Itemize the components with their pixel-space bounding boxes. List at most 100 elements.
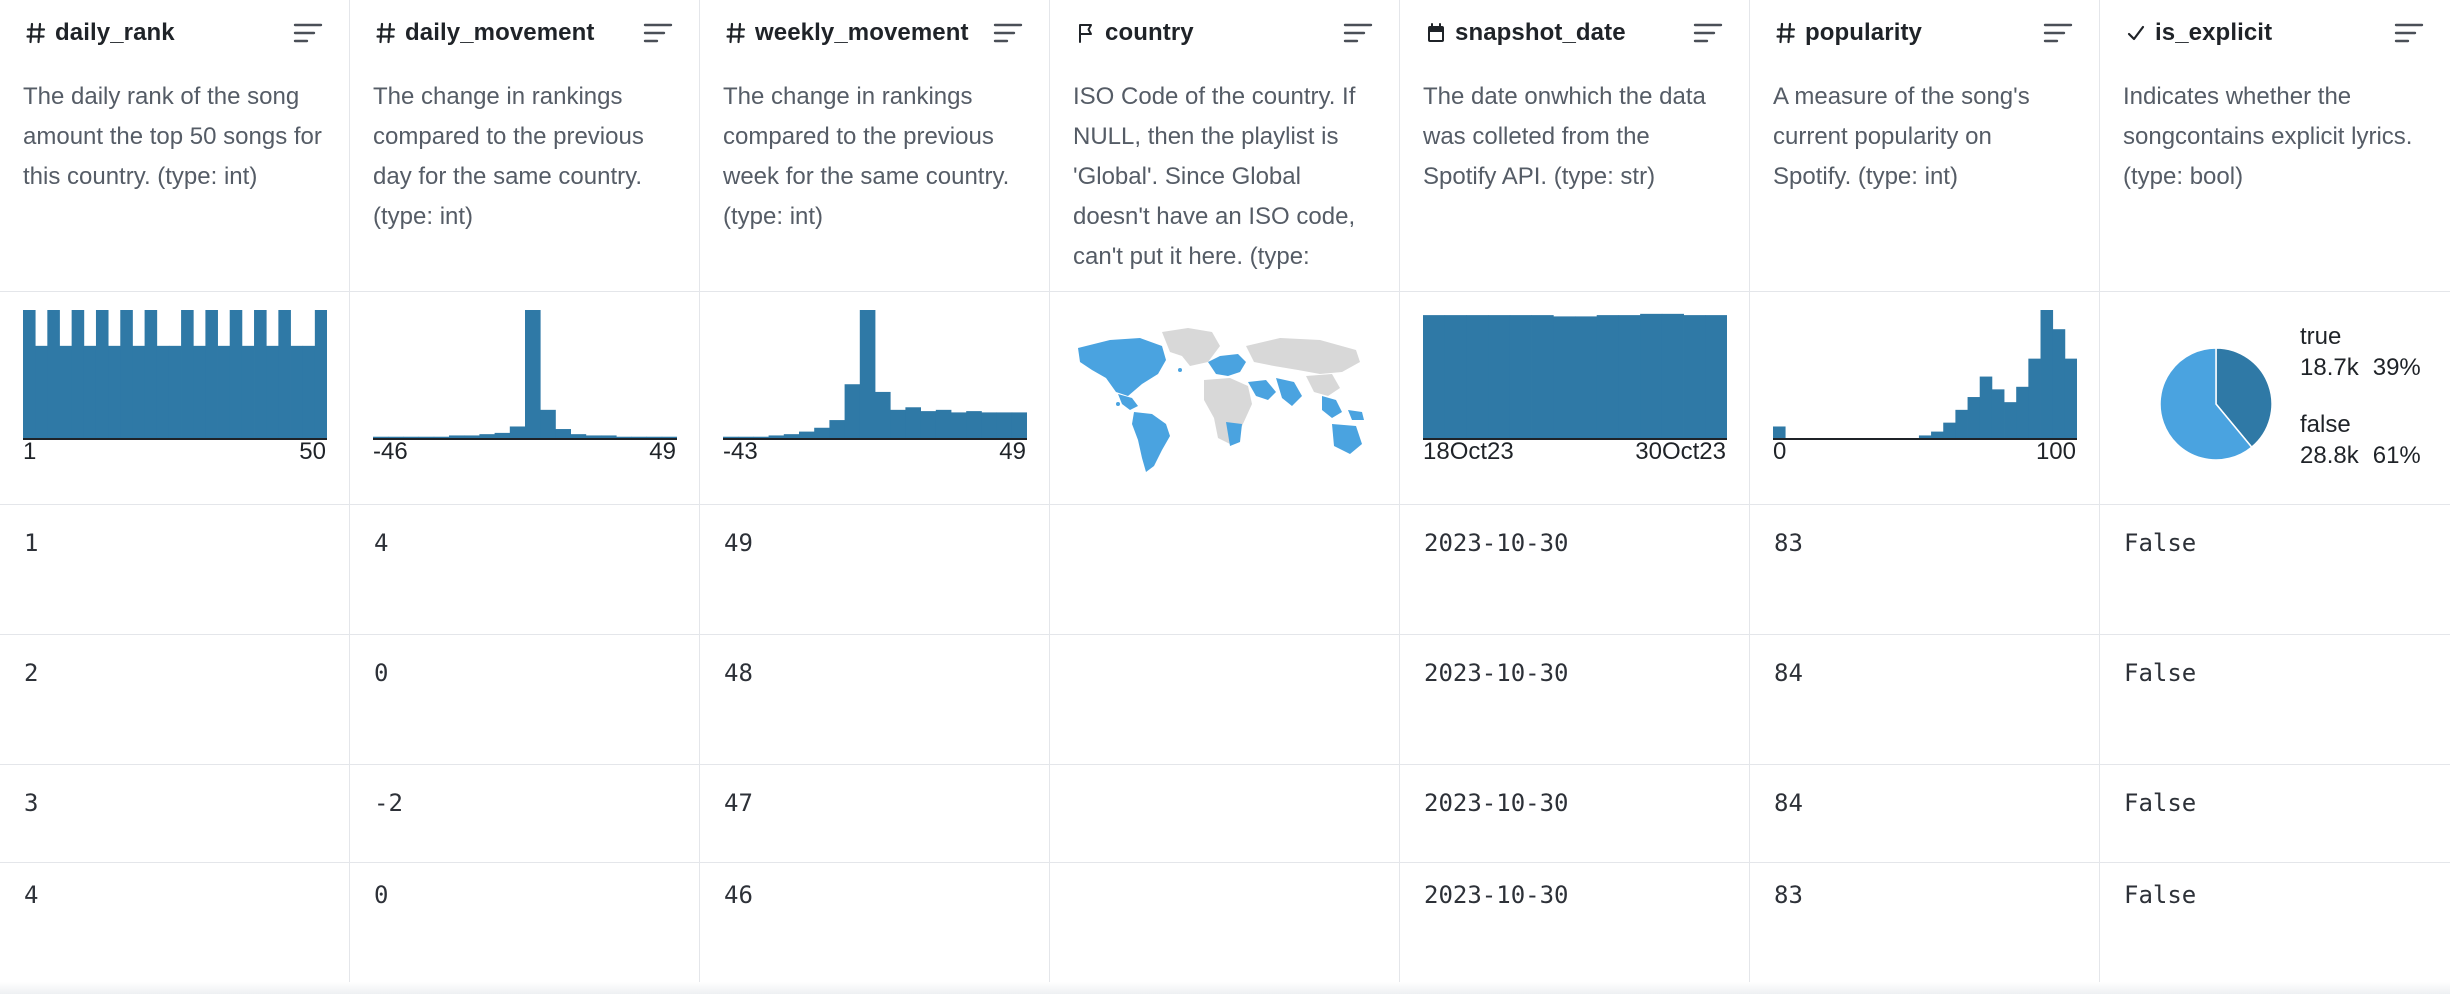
column-header[interactable]: popularity (1750, 0, 2099, 66)
histogram-bar (1596, 315, 1619, 438)
table-cell[interactable]: 3 (0, 765, 349, 863)
histogram-bar (302, 345, 316, 438)
column-header[interactable]: snapshot_date (1400, 0, 1749, 66)
column-header[interactable]: weekly_movement (700, 0, 1049, 66)
histogram-bar (1444, 315, 1467, 438)
hash-icon (1773, 20, 1799, 46)
table-cell[interactable]: 2 (0, 635, 349, 765)
cell-value: 4 (374, 529, 389, 557)
table-cell[interactable]: 2023-10-30 (1400, 765, 1749, 863)
table-cell[interactable] (1050, 505, 1399, 635)
sort-icon[interactable] (993, 22, 1023, 44)
sort-icon[interactable] (293, 22, 323, 44)
histogram-bar (1955, 409, 1968, 438)
table-cell[interactable]: 0 (350, 635, 699, 765)
table-cell[interactable]: False (2100, 765, 2450, 863)
column-header[interactable]: is_explicit (2100, 0, 2450, 66)
table-cell[interactable]: 2023-10-30 (1400, 635, 1749, 765)
column-summary: -43 49 (700, 292, 1049, 505)
table-cell[interactable]: 2023-10-30 (1400, 863, 1749, 993)
table-cell[interactable]: 83 (1750, 505, 2099, 635)
histogram-bar (738, 436, 754, 438)
histogram-bar (875, 391, 891, 438)
cell-value: 49 (724, 529, 753, 557)
table-cell[interactable]: -2 (350, 765, 699, 863)
histogram-bar (951, 412, 967, 438)
histogram-bar (1640, 313, 1663, 438)
table-cell[interactable]: False (2100, 635, 2450, 765)
pie-legend-item: false 28.8k 61% (2300, 410, 2421, 472)
table-cell[interactable]: False (2100, 863, 2450, 993)
sort-icon[interactable] (1343, 22, 1373, 44)
cell-value: 84 (1774, 659, 1803, 687)
histogram-bar (229, 310, 243, 438)
pie-slice-false (2159, 347, 2253, 461)
cell-value: 0 (374, 659, 389, 687)
histogram-bar (585, 435, 602, 438)
histogram-bar (509, 426, 526, 438)
histogram-bar (193, 345, 206, 438)
histogram-bar (1531, 315, 1554, 438)
table-cell[interactable]: 84 (1750, 635, 2099, 765)
histogram-bar (859, 310, 876, 438)
histogram-bar (2004, 402, 2017, 438)
histogram-bar (2016, 386, 2029, 438)
histogram-bar (631, 436, 647, 438)
column-header[interactable]: daily_movement (350, 0, 699, 66)
histogram-bar (108, 345, 121, 438)
histogram-bar (1967, 397, 1981, 438)
column-header[interactable]: daily_rank (0, 0, 349, 66)
table-cell[interactable]: 46 (700, 863, 1049, 993)
column-header[interactable]: country (1050, 0, 1399, 66)
table-cell[interactable] (1050, 863, 1399, 993)
histogram-bar (768, 435, 785, 438)
sort-icon[interactable] (2043, 22, 2073, 44)
cell-value: 2 (24, 659, 39, 687)
column-summary: true 18.7k 39% false 28.8k 61% (2100, 292, 2450, 505)
table-cell[interactable] (1050, 635, 1399, 765)
column-name: snapshot_date (1455, 19, 1626, 46)
table-cell[interactable]: 47 (700, 765, 1049, 863)
histogram-bar (2028, 358, 2041, 438)
histogram-bar (433, 436, 450, 438)
column-description: The date onwhich the data was colleted f… (1423, 83, 1706, 190)
cell-value: 48 (724, 659, 753, 687)
table-cell[interactable]: False (2100, 505, 2450, 635)
histogram-bar (1918, 435, 1932, 438)
table-cell[interactable]: 49 (700, 505, 1049, 635)
table-cell[interactable]: 2023-10-30 (1400, 505, 1749, 635)
table-cell[interactable]: 48 (700, 635, 1049, 765)
sort-icon[interactable] (643, 22, 673, 44)
histogram-bar (616, 436, 632, 438)
histogram-bar (723, 436, 739, 438)
histogram-bar (1553, 316, 1576, 438)
histogram-bar (890, 409, 906, 438)
table-cell[interactable]: 83 (1750, 863, 2099, 993)
column-name: is_explicit (2155, 19, 2273, 46)
column-description: A measure of the song's current populari… (1773, 83, 2030, 190)
cell-value: 83 (1774, 881, 1803, 909)
pie-legend-count: 28.8k (2300, 442, 2359, 469)
histogram-bar (540, 409, 556, 438)
table-cell[interactable] (1050, 765, 1399, 863)
pie-legend-count: 18.7k (2300, 354, 2359, 381)
column-summary: -46 49 (350, 292, 699, 505)
column-description: Indicates whether the songcontains expli… (2123, 83, 2413, 190)
pie-chart (2159, 347, 2273, 461)
histogram-bar (1979, 376, 1993, 438)
world-map (1078, 328, 1364, 472)
pie-legend-label: true (2300, 323, 2342, 350)
table-cell[interactable]: 84 (1750, 765, 2099, 863)
histogram-bar (373, 436, 389, 438)
histogram-min-label: -46 (373, 438, 408, 465)
sort-icon[interactable] (2394, 22, 2424, 44)
histogram-bar (981, 412, 997, 438)
table-cell[interactable]: 4 (350, 505, 699, 635)
table-cell[interactable]: 1 (0, 505, 349, 635)
histogram-bar (783, 434, 800, 438)
histogram-bar (799, 431, 815, 438)
table-cell[interactable]: 0 (350, 863, 699, 993)
table-cell[interactable]: 4 (0, 863, 349, 993)
sort-icon[interactable] (1693, 22, 1723, 44)
column-name: daily_movement (405, 19, 595, 46)
